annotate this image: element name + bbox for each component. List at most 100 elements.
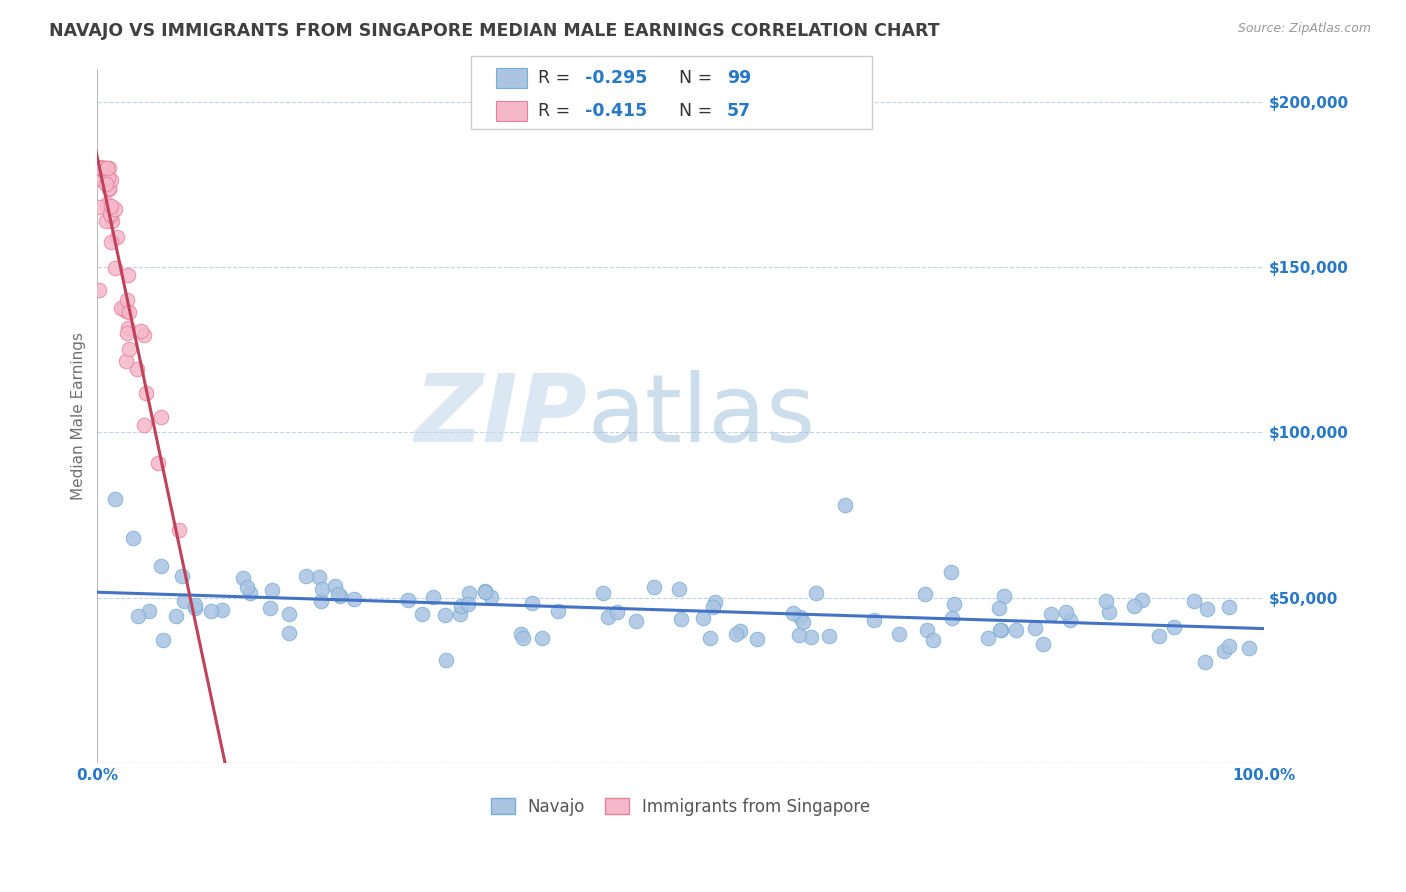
Point xyxy=(232,571,254,585)
Point xyxy=(939,565,962,579)
Y-axis label: Median Male Earnings: Median Male Earnings xyxy=(72,332,86,500)
Point xyxy=(422,590,444,604)
Point xyxy=(510,627,533,641)
Point xyxy=(87,283,110,297)
Point xyxy=(87,201,110,215)
Point xyxy=(547,604,569,618)
Point xyxy=(915,623,938,637)
Point xyxy=(96,161,118,175)
Point xyxy=(800,630,823,644)
Point xyxy=(184,601,207,615)
Text: -0.415: -0.415 xyxy=(585,102,647,120)
Point xyxy=(118,305,141,319)
Point xyxy=(624,614,647,628)
Point xyxy=(98,200,121,214)
Point xyxy=(450,599,472,613)
Text: 57: 57 xyxy=(727,102,751,120)
Point xyxy=(278,625,301,640)
Point xyxy=(98,181,121,195)
Point xyxy=(132,417,155,432)
Point xyxy=(1163,620,1185,634)
Point xyxy=(94,161,117,175)
Point xyxy=(328,586,350,600)
Point xyxy=(747,632,769,646)
Point xyxy=(1032,637,1054,651)
Point xyxy=(1059,613,1081,627)
Point xyxy=(115,293,138,307)
Point xyxy=(278,607,301,621)
Point xyxy=(396,592,419,607)
Point xyxy=(596,610,619,624)
Point xyxy=(96,214,118,228)
Point xyxy=(325,579,347,593)
Point xyxy=(98,182,121,196)
Point xyxy=(1182,594,1205,608)
Point xyxy=(295,569,318,583)
Text: N =: N = xyxy=(668,102,717,120)
Point xyxy=(104,260,127,275)
Point xyxy=(1094,593,1116,607)
Point xyxy=(474,585,496,599)
Point xyxy=(183,598,205,612)
Point xyxy=(512,632,534,646)
Point xyxy=(993,589,1015,603)
Point xyxy=(921,633,943,648)
Point xyxy=(259,601,281,615)
Text: -0.295: -0.295 xyxy=(585,70,647,87)
Point xyxy=(704,595,727,609)
Point xyxy=(724,627,747,641)
Point xyxy=(530,632,553,646)
Point xyxy=(804,586,827,600)
Point xyxy=(976,631,998,645)
Point xyxy=(114,353,136,368)
Point xyxy=(172,569,194,583)
Point xyxy=(1024,621,1046,635)
Point xyxy=(89,161,111,175)
Point xyxy=(1237,640,1260,655)
Point xyxy=(309,593,332,607)
Text: R =: R = xyxy=(538,70,576,87)
Point xyxy=(792,615,814,629)
Point xyxy=(121,531,143,545)
Text: N =: N = xyxy=(668,70,717,87)
Point xyxy=(592,586,614,600)
Point xyxy=(94,177,117,191)
Point xyxy=(87,161,110,175)
Point xyxy=(87,161,110,175)
Point xyxy=(311,582,333,596)
Point xyxy=(1054,605,1077,619)
Point xyxy=(988,601,1011,615)
Point xyxy=(817,629,839,643)
Point xyxy=(308,570,330,584)
Point xyxy=(115,303,138,318)
Point xyxy=(87,161,110,175)
Point xyxy=(1098,605,1121,619)
Point xyxy=(100,199,122,213)
Point xyxy=(150,409,173,424)
Text: Source: ZipAtlas.com: Source: ZipAtlas.com xyxy=(1237,22,1371,36)
Point xyxy=(434,607,457,622)
Point xyxy=(1213,644,1236,658)
Point xyxy=(150,558,173,573)
Text: NAVAJO VS IMMIGRANTS FROM SINGAPORE MEDIAN MALE EARNINGS CORRELATION CHART: NAVAJO VS IMMIGRANTS FROM SINGAPORE MEDI… xyxy=(49,22,939,40)
Point xyxy=(146,456,169,470)
Point xyxy=(100,235,122,249)
Point xyxy=(129,324,152,338)
Point xyxy=(343,591,366,606)
Point xyxy=(93,161,115,175)
Point xyxy=(200,604,222,618)
Point xyxy=(834,498,856,512)
Point xyxy=(118,342,141,356)
Point xyxy=(104,491,127,506)
Point xyxy=(90,173,112,187)
Point xyxy=(115,326,138,340)
Point xyxy=(90,161,112,175)
Point xyxy=(152,632,174,647)
Point xyxy=(167,524,190,538)
Point xyxy=(1194,656,1216,670)
Point xyxy=(643,580,665,594)
Point xyxy=(941,611,963,625)
Point xyxy=(1039,607,1062,622)
Point xyxy=(127,362,149,376)
Point xyxy=(138,604,160,618)
